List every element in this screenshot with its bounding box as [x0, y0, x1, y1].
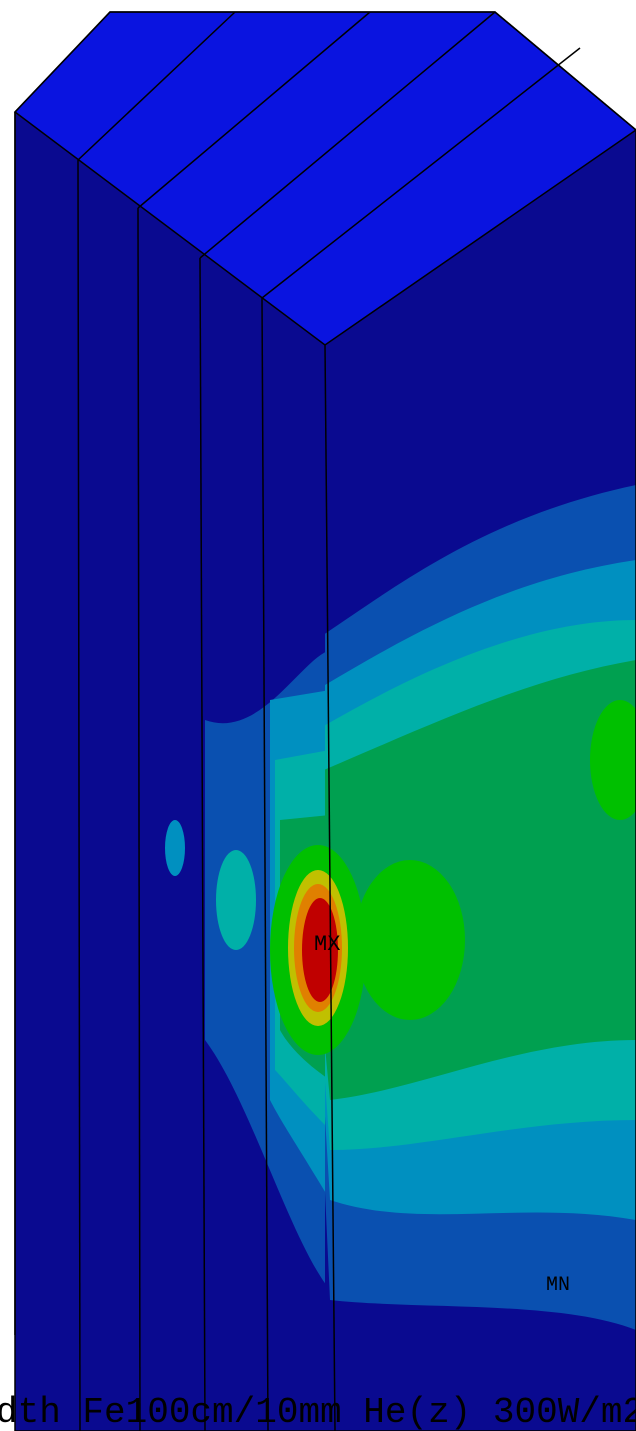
contour-band	[216, 850, 256, 950]
max-label: MX	[314, 932, 340, 957]
caption: dth Fe100cm/10mm He(z) 300W/m2K	[0, 1392, 636, 1431]
contour-view: MX MN dth Fe100cm/10mm He(z) 300W/m2K	[0, 0, 636, 1431]
contour-band	[355, 860, 465, 1020]
min-label: MN	[546, 1274, 570, 1297]
contour-band	[165, 820, 185, 876]
page: {"labels": {"max": "MX", "min": "MN"}, "…	[0, 0, 636, 1431]
